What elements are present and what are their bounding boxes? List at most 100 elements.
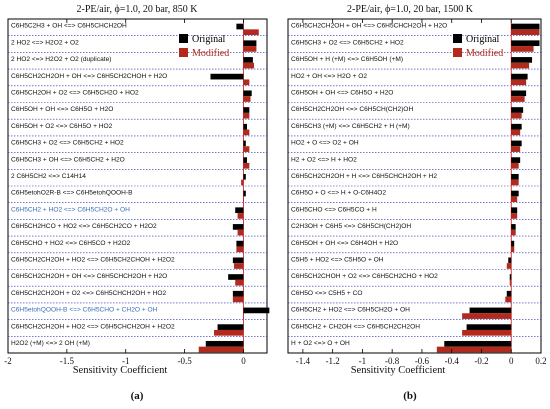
chart-a-bar-original <box>243 173 246 180</box>
chart-a-tick-label: -2 <box>4 356 12 366</box>
chart-a-category-label: C6H5CH3 + OH <=> C6H5CH2 + H2O <box>11 156 125 163</box>
chart-b-bar-modified <box>511 112 522 119</box>
chart-b-category-label: C6H5O + O <=> H + O-C6H4O2 <box>291 190 386 197</box>
chart-a-bar-modified <box>243 146 250 152</box>
chart-b-bar-modified <box>511 213 518 219</box>
chart-a-bar-modified <box>243 46 257 52</box>
chart-b-bar-modified <box>436 346 512 353</box>
chart-b-category-label: C6H5CH2CHOH + O2 <=> C6H5CH2CHO + HO2 <box>291 273 438 280</box>
chart-a-bar-original <box>243 307 270 314</box>
chart-b-bar-original <box>511 107 524 113</box>
chart-b-tick-label: -0.6 <box>415 356 430 366</box>
chart-b-bar-modified <box>505 296 512 303</box>
chart-b-bar-original <box>511 173 519 180</box>
chart-b-tick-label: -0.8 <box>385 356 400 366</box>
chart-a-bar-original <box>243 190 246 197</box>
chart-b-bar-original <box>511 23 540 30</box>
chart-b-bar-original <box>444 340 512 347</box>
chart-b-category-label: C6H5OH + H (+M) <=> C6H5OH (+M) <box>291 56 403 63</box>
chart-a-bar-original <box>236 240 244 247</box>
chart-b-bar-modified <box>511 79 527 86</box>
chart-b-tick-label: -0.4 <box>445 356 460 366</box>
chart-a-bar-original <box>228 274 244 280</box>
chart-a-bar-original <box>232 224 244 230</box>
chart-a-bar-modified <box>237 213 244 219</box>
chart-a-legend-label: Modified <box>192 48 229 59</box>
chart-a-bar-modified <box>198 346 244 353</box>
chart-a-bar-modified <box>243 62 255 69</box>
chart-b-bar-modified <box>506 263 512 269</box>
chart-b-legend-swatch <box>453 48 462 57</box>
chart-a-category-label: C6H5OH + O2 <=> C6H5O + HO2 <box>11 123 113 130</box>
chart-a-bar-modified <box>237 229 244 236</box>
chart-b-legend-label: Original <box>466 34 500 45</box>
chart-a-category-label: C6H5CH2CH2OH + OH <=> C6H5CHCH2OH + H2O <box>11 273 167 280</box>
chart-b-bar-modified <box>511 46 534 52</box>
chart-b-category-label: C6H5CH2CH2OH + OH <=> C6H5CHCH2OH + H2O <box>291 23 447 30</box>
chart-a-bar-original <box>243 90 252 97</box>
chart-b-bar-modified <box>511 229 516 236</box>
chart-b-category-label: C6H5CH3 + O2 <=> C6H5CH2 + HO2 <box>291 39 404 46</box>
chart-a-legend-swatch <box>179 48 188 57</box>
chart-b-tick-label: 0 <box>509 356 514 366</box>
chart-b-category-label: C6H5OH + OH <=> C6H4OH + H2O <box>291 240 398 247</box>
chart-b-bar-modified <box>511 146 521 152</box>
chart-a-title: 2-PE/air, ϕ=1.0, 20 bar, 850 K <box>77 4 199 15</box>
chart-b-category-label: C6H5CH2CH2OH <=> C6H5CH(CH2)OH <box>291 106 413 113</box>
chart-a-bar-modified <box>236 246 244 253</box>
chart-b-title: 2-PE/air, ϕ=1.0, 20 bar, 1500 K <box>347 4 474 15</box>
chart-b-bar-original <box>509 274 512 280</box>
chart-b-category-label: C6H5CH3 (+M) <=> C6H5CH2 + H (+M) <box>291 123 410 130</box>
chart-a-category-label: H2O2 (+M) <=> 2 OH (+M) <box>11 340 90 347</box>
chart-b-legend-swatch <box>453 34 462 43</box>
chart-b-category-label: C6H5OH + OH <=> C6H5O + H2O <box>291 89 393 96</box>
chart-b-tick-label: -1.2 <box>326 356 340 366</box>
chart-a-legend-label: Original <box>192 34 226 45</box>
chart-a-bar-modified <box>241 179 244 186</box>
chart-b-bar-original <box>511 123 522 130</box>
chart-b-bar-modified <box>511 29 540 36</box>
chart-b-category-label: HO2 + OH <=> H2O + O2 <box>291 73 367 80</box>
chart-a-bar-original <box>232 257 244 264</box>
chart-b-category-label: C6H5CH2 + HO2 <=> C6H5CH2O + OH <box>291 307 410 314</box>
chart-a-category-label: C6H5CH2HCO + HO2 <=> C6H5CH2CO + H2O2 <box>11 223 157 230</box>
chart-a-sublabel: (a) <box>131 390 144 402</box>
chart-b-bar-original <box>511 157 521 163</box>
chart-b-bar-original <box>508 257 512 264</box>
chart-a-bar-modified <box>214 329 244 336</box>
chart-b-category-label: C6H5CH2CH2OH + H <=> C6H5CHCH2OH + H2 <box>291 173 437 180</box>
chart-b-category-label: HO2 + O <=> O2 + OH <box>291 140 359 147</box>
chart-a-category-label: C6H5CHO + HO2 <=> C6H5CO + H2O2 <box>11 240 131 247</box>
chart-a-tick-label: -1 <box>122 356 130 366</box>
chart-a-bar-original <box>235 207 244 214</box>
chart-a-category-label: C6H5CH2CH2OH + OH <=> C6H5CH2CHOH + H2O <box>11 73 167 80</box>
chart-a-bar-original <box>205 340 244 347</box>
chart-b-category-label: C2H3OH + C6H5 <=> C6H5CH(CH2)OH <box>291 223 411 230</box>
chart-b-bar-original <box>511 207 518 214</box>
chart-b-category-label: C6H5CHO <=> C6H5CO + H <box>291 206 377 213</box>
chart-b-bar-original <box>511 57 533 63</box>
chart-b-bar-original <box>511 90 527 97</box>
chart-a-category-label: C6H5etohQOOH-B <=> C6H5CHO + CH2O + OH <box>11 307 158 314</box>
chart-b-bar-original <box>511 240 515 247</box>
chart-b-tick-label: -1.4 <box>296 356 311 366</box>
chart-a-category-label: C6H5CH2 + HO2 <=> C6H5CH2O + OH <box>11 206 130 213</box>
chart-a-bar-modified <box>243 29 259 36</box>
chart-b-xlabel: Sensitivity Coefficient <box>351 365 446 376</box>
chart-b-bar-original <box>469 307 512 314</box>
chart-a-category-label: 2 HO2 <=> H2O2 + O2 (duplicate) <box>11 56 111 63</box>
chart-a-bar-original <box>243 123 247 130</box>
chart-b-bar-modified <box>511 96 525 102</box>
chart-b-bar-original <box>511 40 540 47</box>
chart-a-bar-modified <box>243 129 250 136</box>
chart-a-legend-swatch <box>179 34 188 43</box>
chart-b-bar-original <box>511 140 522 147</box>
chart-b-bar-modified <box>462 329 512 336</box>
chart-b-tick-label: -1 <box>359 356 367 366</box>
chart-b-tick-label: -0.2 <box>474 356 488 366</box>
chart-a-bar-modified <box>235 279 244 286</box>
chart-a-category-label: C6H5C2H3 + OH <=> C6H5CHCH2OH <box>11 23 127 30</box>
chart-a-bar-original <box>236 23 244 30</box>
chart-a-bar-modified <box>243 96 251 102</box>
